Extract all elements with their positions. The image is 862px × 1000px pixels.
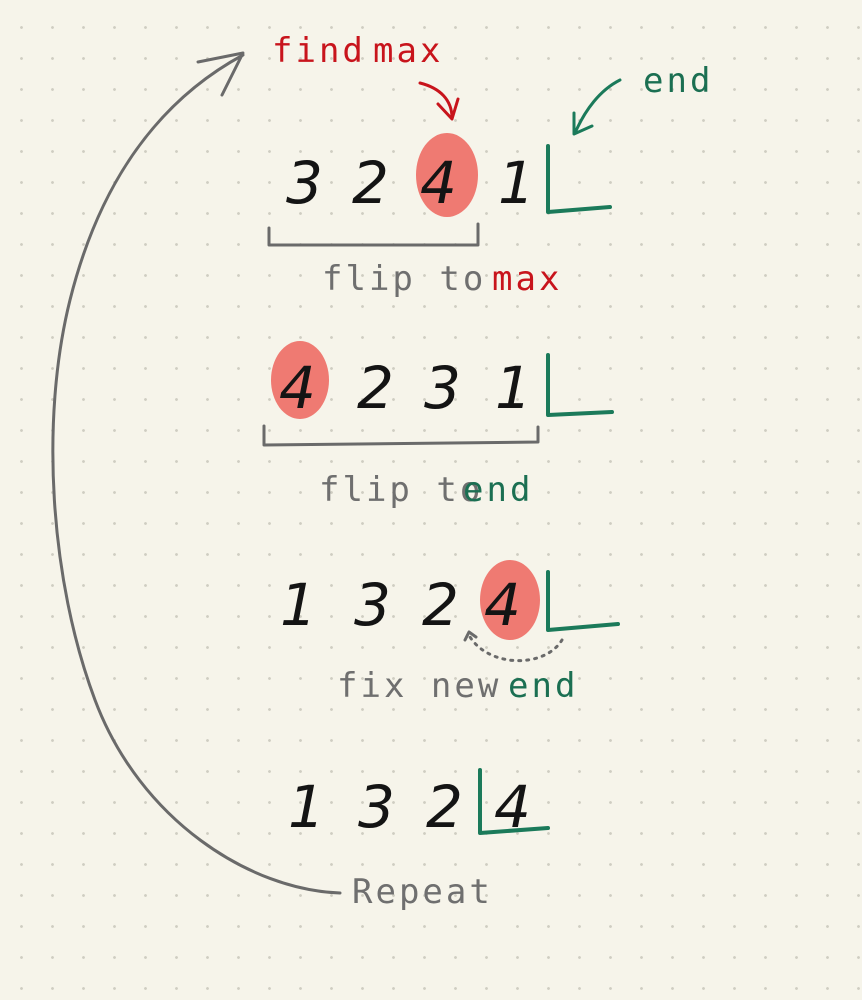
row-1-caption-highlight: max	[492, 259, 562, 299]
row-1: 3 2 4 1 flip to max	[267, 133, 612, 299]
row-1-digit: 2	[352, 149, 389, 217]
row-1-digit: 4	[420, 149, 457, 217]
row-3-caption-highlight: end	[508, 666, 578, 706]
row-2-caption: flip to	[319, 470, 483, 510]
repeat-arrowhead-icon	[196, 51, 245, 97]
row-3-shift-arrow-icon	[468, 635, 564, 663]
row-3-caption: fix new	[337, 666, 501, 706]
row-2-bracket-icon	[262, 424, 540, 447]
row-3-highlight	[480, 560, 540, 640]
row-1-highlight	[416, 133, 478, 217]
row-2-digit: 4	[279, 354, 316, 422]
find-label: find	[272, 31, 366, 71]
find-max-arrow-icon	[418, 81, 454, 120]
row-3-shift-arrowhead-icon	[463, 630, 478, 642]
row-3-digit: 2	[422, 571, 459, 639]
row-4-digit: 1	[288, 773, 325, 841]
row-2-digit: 2	[357, 354, 394, 422]
row-2-digit: 3	[424, 354, 461, 422]
row-1-digit: 3	[286, 149, 323, 217]
row-3-digit: 4	[484, 571, 521, 639]
row-2-digit: 1	[495, 354, 532, 422]
row-2-end-marker-icon	[546, 353, 614, 417]
row-1-bracket-icon	[267, 222, 480, 247]
row-4-end-marker-icon	[478, 768, 550, 835]
find-max-arrowhead-icon	[436, 97, 460, 121]
row-2-caption-highlight: end	[463, 470, 533, 510]
row-3-digit: 1	[280, 571, 317, 639]
end-arrow-icon	[573, 78, 622, 135]
row-1-caption: flip to	[322, 259, 486, 299]
end-callout-label: end	[643, 61, 713, 101]
row-3: 1 3 2 4 fix new end	[280, 560, 620, 706]
repeat-arrow-icon	[51, 53, 342, 895]
row-4-digit: 2	[426, 773, 463, 841]
row-2-highlight	[271, 341, 329, 419]
row-2: 4 2 3 1 flip to end	[262, 341, 614, 510]
row-4: 1 3 2 4	[288, 768, 550, 841]
row-3-digit: 3	[354, 571, 391, 639]
row-1-digit: 1	[498, 149, 535, 217]
row-4-digit: 3	[358, 773, 395, 841]
max-label: max	[373, 31, 443, 71]
row-1-end-marker-icon	[546, 144, 612, 214]
repeat-label: Repeat	[352, 872, 493, 912]
end-arrowhead-icon	[572, 111, 594, 136]
row-3-end-marker-icon	[546, 570, 620, 632]
